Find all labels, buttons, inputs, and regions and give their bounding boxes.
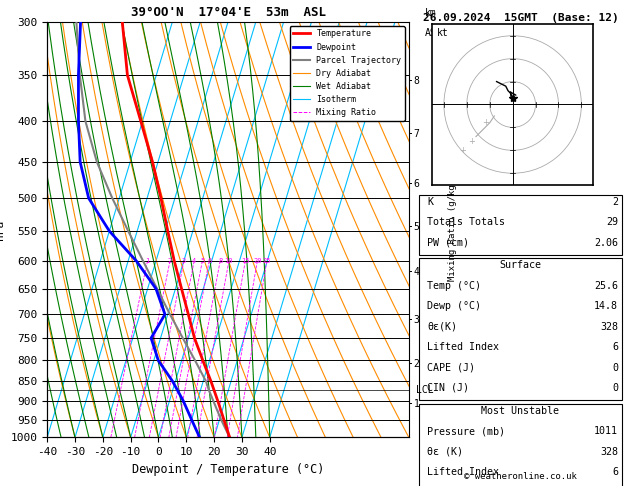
Text: 29: 29 xyxy=(606,217,618,227)
Text: 20: 20 xyxy=(253,258,262,264)
Text: Most Unstable: Most Unstable xyxy=(481,406,560,416)
Text: θε(K): θε(K) xyxy=(427,322,457,332)
Text: 2: 2 xyxy=(612,197,618,207)
Text: Dewp (°C): Dewp (°C) xyxy=(427,301,481,312)
X-axis label: Dewpoint / Temperature (°C): Dewpoint / Temperature (°C) xyxy=(132,463,324,476)
Text: km: km xyxy=(425,8,437,17)
Text: 2: 2 xyxy=(168,258,172,264)
Text: 25.6: 25.6 xyxy=(594,281,618,291)
Y-axis label: hPa: hPa xyxy=(0,220,5,240)
Title: 39°OO'N  17°04'E  53m  ASL: 39°OO'N 17°04'E 53m ASL xyxy=(130,6,326,19)
Text: PW (cm): PW (cm) xyxy=(427,238,469,248)
Text: CAPE (J): CAPE (J) xyxy=(427,363,475,373)
Text: 0: 0 xyxy=(612,383,618,393)
Text: 25: 25 xyxy=(263,258,271,264)
Text: Temp (°C): Temp (°C) xyxy=(427,281,481,291)
Text: +: + xyxy=(468,137,475,146)
Text: 6: 6 xyxy=(612,342,618,352)
Bar xyxy=(418,259,623,400)
Text: 5: 5 xyxy=(200,258,204,264)
Text: Totals Totals: Totals Totals xyxy=(427,217,505,227)
Text: LCL: LCL xyxy=(416,385,434,395)
Text: 1011: 1011 xyxy=(594,426,618,436)
Text: 4: 4 xyxy=(192,258,196,264)
Text: 328: 328 xyxy=(600,447,618,457)
Text: K: K xyxy=(427,197,433,207)
Text: Lifted Index: Lifted Index xyxy=(427,467,499,477)
Text: CIN (J): CIN (J) xyxy=(427,383,469,393)
Text: 6: 6 xyxy=(612,467,618,477)
Legend: Temperature, Dewpoint, Parcel Trajectory, Dry Adiabat, Wet Adiabat, Isotherm, Mi: Temperature, Dewpoint, Parcel Trajectory… xyxy=(290,26,404,121)
Text: 2.06: 2.06 xyxy=(594,238,618,248)
Text: Lifted Index: Lifted Index xyxy=(427,342,499,352)
Text: +: + xyxy=(459,146,465,155)
Text: 6: 6 xyxy=(207,258,211,264)
Text: 0: 0 xyxy=(612,363,618,373)
Text: 8: 8 xyxy=(218,258,222,264)
Text: 1: 1 xyxy=(145,258,150,264)
Text: 3: 3 xyxy=(182,258,186,264)
Text: 26.09.2024  15GMT  (Base: 12): 26.09.2024 15GMT (Base: 12) xyxy=(423,13,618,23)
Text: 15: 15 xyxy=(241,258,250,264)
Text: θε (K): θε (K) xyxy=(427,447,463,457)
Text: kt: kt xyxy=(437,28,448,38)
Text: Surface: Surface xyxy=(499,260,542,271)
Text: 14.8: 14.8 xyxy=(594,301,618,312)
Text: ASL: ASL xyxy=(425,28,443,38)
Text: +: + xyxy=(482,118,489,127)
Text: © weatheronline.co.uk: © weatheronline.co.uk xyxy=(464,472,577,481)
Text: Mixing Ratio (g/kg): Mixing Ratio (g/kg) xyxy=(448,178,457,281)
Bar xyxy=(418,195,623,255)
Text: 328: 328 xyxy=(600,322,618,332)
Text: Pressure (mb): Pressure (mb) xyxy=(427,426,505,436)
Bar xyxy=(418,404,623,486)
Text: 10: 10 xyxy=(225,258,233,264)
